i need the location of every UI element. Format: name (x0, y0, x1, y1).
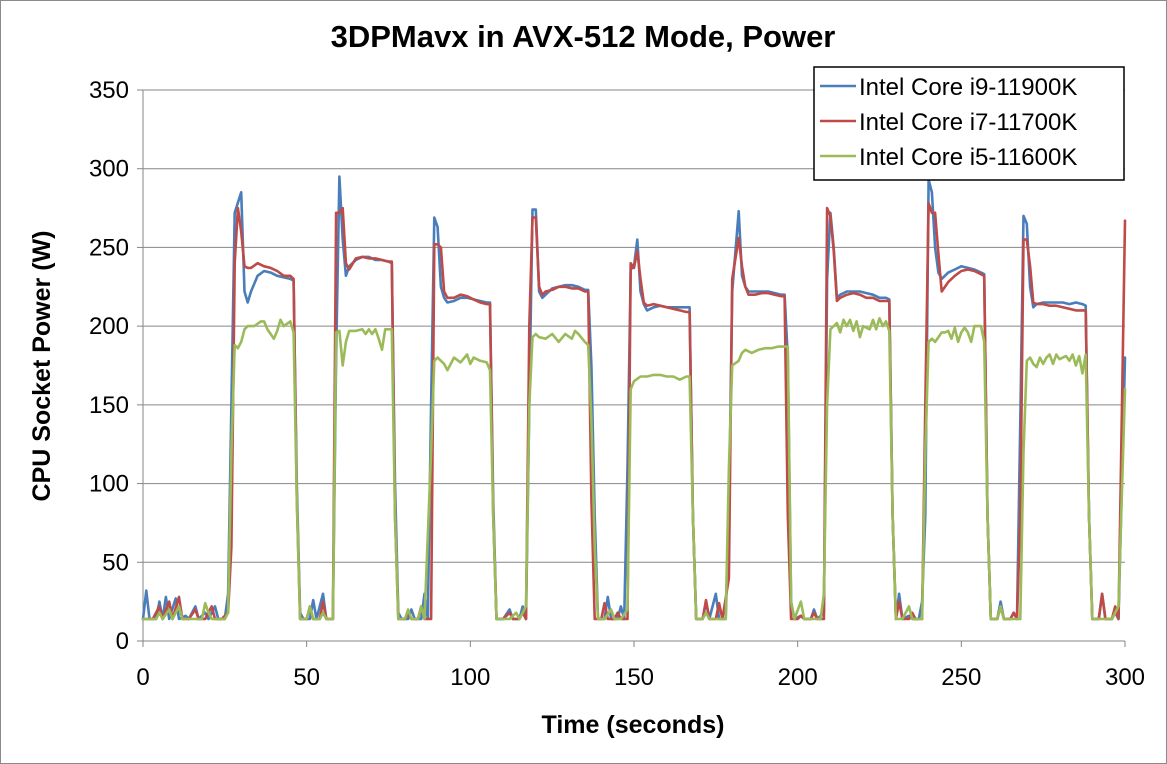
legend-label: Intel Core i7-11700K (859, 109, 1077, 136)
y-axis-label: CPU Socket Power (W) (28, 231, 56, 502)
x-tick-label: 250 (941, 664, 981, 691)
y-tick-label: 350 (89, 77, 129, 104)
x-axis-label: Time (seconds) (542, 711, 725, 739)
y-tick-label: 0 (116, 628, 129, 655)
legend: Intel Core i9-11900K Intel Core i7-11700K… (813, 66, 1125, 181)
legend-box (813, 66, 1125, 181)
x-tick-label: 150 (614, 664, 654, 691)
legend-item: Intel Core i7-11700K (820, 109, 1077, 136)
y-tick-label: 100 (89, 471, 129, 498)
series-line-intel-core-i9-11900k (141, 175, 1127, 621)
y-tick-label: 300 (89, 156, 129, 183)
x-tick-label: 0 (136, 664, 149, 691)
y-tick-label: 50 (102, 549, 129, 576)
x-tick-label: 100 (450, 664, 490, 691)
x-tick-label: 300 (1105, 664, 1145, 691)
series-lines (141, 175, 1127, 621)
x-tick-label: 200 (778, 664, 818, 691)
legend-item: Intel Core i9-11900K (820, 74, 1077, 101)
y-tick-label: 250 (89, 234, 129, 261)
chart-title: 3DPMavx in AVX-512 Mode, Power (331, 19, 836, 54)
legend-item: Intel Core i5-11600K (820, 144, 1077, 171)
y-tick-label: 150 (89, 392, 129, 419)
legend-label: Intel Core i9-11900K (859, 74, 1077, 101)
y-tick-label: 200 (89, 313, 129, 340)
axes: 0 50 100 150 200 250 300 350 0 50 100 150 200 250 300 (89, 77, 1145, 691)
series-line-intel-core-i5-11600k (141, 316, 1127, 621)
x-tick-label: 50 (293, 664, 320, 691)
series-line-intel-core-i7-11700k (141, 202, 1127, 621)
legend-label: Intel Core i5-11600K (859, 144, 1077, 171)
